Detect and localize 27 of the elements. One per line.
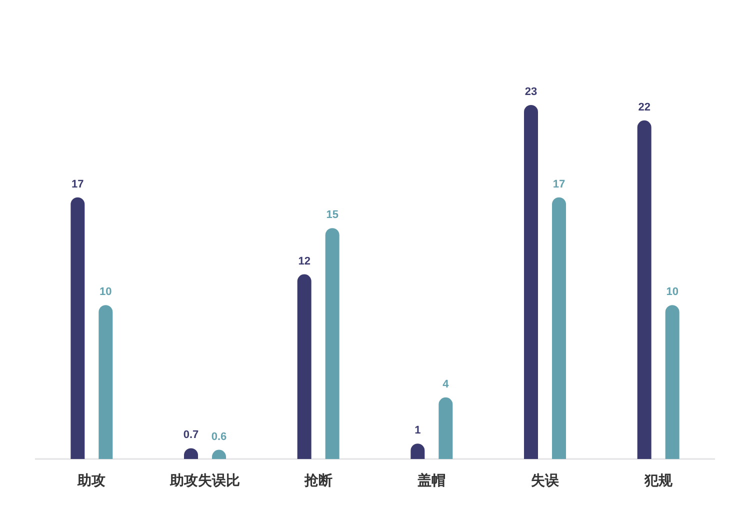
data-label: 10 xyxy=(100,286,112,298)
x-tick-label: 助攻 xyxy=(76,472,106,488)
data-label: 0.6 xyxy=(211,430,227,443)
bar xyxy=(297,274,312,459)
data-label: 1 xyxy=(414,424,421,437)
bar xyxy=(70,197,85,459)
data-label: 15 xyxy=(326,209,338,222)
data-label: 23 xyxy=(524,86,538,98)
data-label: 22 xyxy=(638,101,650,114)
data-label: 17 xyxy=(72,178,84,190)
x-tick-label: 盖帽 xyxy=(418,472,446,488)
data-label: 17 xyxy=(552,178,566,190)
bar xyxy=(637,120,652,459)
x-tick-label: 抢断 xyxy=(303,472,332,488)
bar xyxy=(524,105,538,459)
x-tick-label: 犯规 xyxy=(643,472,674,488)
bar xyxy=(325,228,340,459)
x-tick-label: 失误 xyxy=(531,472,560,488)
bar xyxy=(665,305,680,459)
data-label: 4 xyxy=(442,378,450,390)
bar xyxy=(98,305,113,459)
bar xyxy=(438,397,453,459)
x-tick-label: 助攻失误比 xyxy=(169,472,240,488)
data-label: 10 xyxy=(666,286,678,298)
data-label: 0.7 xyxy=(183,429,199,442)
bar xyxy=(552,197,566,459)
data-label: 12 xyxy=(298,255,310,268)
